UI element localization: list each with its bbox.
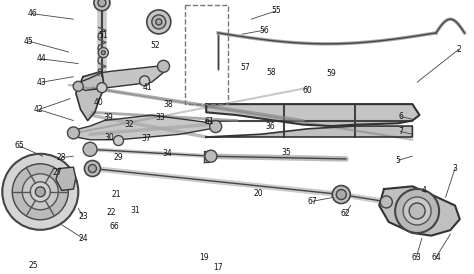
Text: 38: 38 [164, 100, 173, 109]
Circle shape [205, 150, 217, 162]
Circle shape [97, 83, 107, 93]
Circle shape [210, 121, 222, 133]
Polygon shape [56, 167, 76, 190]
Text: 32: 32 [124, 120, 134, 129]
Text: 19: 19 [199, 253, 209, 262]
Circle shape [98, 48, 109, 58]
Circle shape [336, 190, 346, 199]
Text: 63: 63 [411, 253, 421, 262]
Circle shape [67, 127, 80, 139]
Circle shape [101, 51, 105, 55]
Circle shape [380, 196, 392, 208]
Text: 22: 22 [107, 208, 116, 217]
Circle shape [139, 76, 150, 86]
Text: 51: 51 [99, 31, 108, 40]
Text: 61: 61 [205, 117, 214, 125]
Text: 20: 20 [254, 189, 263, 198]
Circle shape [395, 189, 439, 233]
Text: 4: 4 [422, 186, 427, 195]
Circle shape [152, 15, 166, 29]
Text: 30: 30 [104, 133, 114, 141]
Polygon shape [206, 126, 412, 137]
Text: 42: 42 [34, 105, 44, 114]
Circle shape [403, 197, 431, 225]
Text: 2: 2 [456, 45, 461, 54]
Polygon shape [73, 66, 168, 90]
Text: 17: 17 [213, 263, 223, 272]
Text: 67: 67 [307, 197, 317, 206]
Text: 3: 3 [453, 164, 457, 173]
Text: 52: 52 [151, 41, 160, 50]
Circle shape [84, 161, 100, 176]
Circle shape [35, 187, 46, 197]
Text: 23: 23 [78, 212, 88, 221]
Text: 56: 56 [260, 26, 269, 35]
Text: 44: 44 [37, 55, 46, 63]
Circle shape [157, 60, 170, 72]
Circle shape [12, 164, 68, 220]
Text: 29: 29 [114, 153, 123, 162]
Text: 25: 25 [28, 261, 38, 270]
Text: 36: 36 [265, 122, 275, 130]
Circle shape [22, 174, 58, 210]
Text: 35: 35 [282, 148, 292, 156]
Text: 33: 33 [155, 113, 165, 122]
Circle shape [73, 81, 83, 91]
Text: 27: 27 [52, 168, 62, 177]
Text: 57: 57 [241, 63, 250, 72]
Text: 59: 59 [326, 70, 336, 78]
Text: 37: 37 [141, 134, 151, 143]
Circle shape [83, 142, 97, 156]
Polygon shape [69, 115, 218, 140]
Circle shape [89, 164, 96, 173]
Text: 65: 65 [14, 141, 24, 150]
Text: 21: 21 [111, 190, 121, 199]
Text: 43: 43 [37, 78, 46, 87]
Text: 62: 62 [340, 209, 350, 218]
Text: 24: 24 [78, 234, 88, 243]
Text: 58: 58 [266, 68, 276, 77]
Text: 66: 66 [110, 222, 119, 230]
Text: 6: 6 [398, 112, 403, 121]
Circle shape [409, 203, 425, 219]
Circle shape [147, 10, 171, 34]
Circle shape [94, 0, 110, 11]
Text: 40: 40 [94, 98, 103, 107]
Text: 7: 7 [398, 127, 403, 136]
Circle shape [156, 19, 162, 25]
Text: 45: 45 [24, 37, 33, 45]
Circle shape [98, 0, 106, 7]
Text: 60: 60 [302, 86, 312, 95]
Polygon shape [76, 71, 104, 121]
Circle shape [113, 136, 124, 145]
Text: 31: 31 [130, 207, 140, 215]
Text: 34: 34 [162, 149, 172, 158]
Text: 5: 5 [396, 156, 401, 165]
Polygon shape [206, 104, 419, 126]
Circle shape [30, 182, 50, 202]
Text: 46: 46 [27, 9, 37, 18]
Text: 28: 28 [57, 153, 66, 162]
Circle shape [332, 185, 350, 204]
Text: 39: 39 [103, 113, 113, 122]
Text: 41: 41 [143, 83, 153, 92]
Polygon shape [379, 186, 460, 236]
Text: 55: 55 [271, 7, 281, 15]
Polygon shape [204, 151, 209, 162]
Text: 64: 64 [431, 253, 441, 261]
Circle shape [2, 154, 78, 230]
